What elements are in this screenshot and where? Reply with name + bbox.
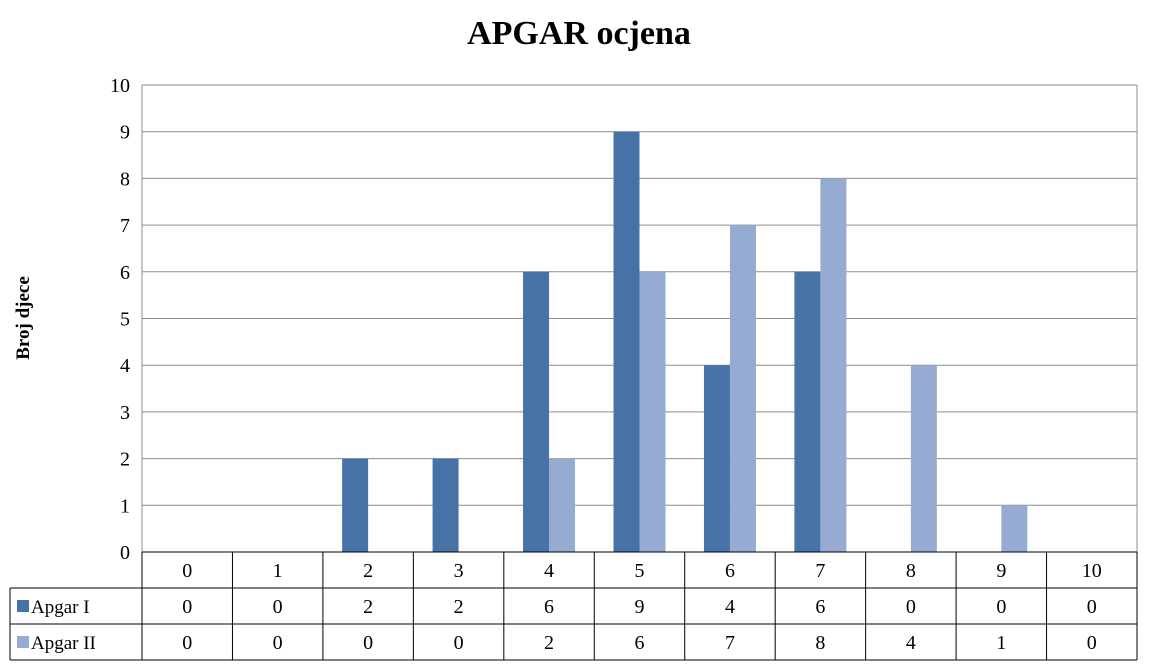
x-tick-label: 7 <box>815 560 825 582</box>
y-axis-label: Broj djece <box>13 276 34 360</box>
bar-apgar-ii-6 <box>729 225 756 552</box>
bar-apgar-i-5 <box>613 131 640 552</box>
table-cell-value: 9 <box>635 596 645 618</box>
legend-label: Apgar I <box>31 597 90 618</box>
bar-apgar-ii-7 <box>820 178 847 552</box>
table-cell-value: 7 <box>725 632 735 654</box>
x-tick-label: 4 <box>544 560 554 582</box>
x-tick-label: 2 <box>363 560 373 582</box>
table-cell-value: 4 <box>906 632 916 654</box>
y-axis-ticks: 0 1 2 3 4 5 6 7 8 9 10 <box>110 75 130 564</box>
table-cell-value: 8 <box>815 632 825 654</box>
y-tick-label: 4 <box>120 355 130 377</box>
x-tick-label: 3 <box>454 560 464 582</box>
y-tick-label: 10 <box>110 75 130 97</box>
table-cell-value: 6 <box>544 596 554 618</box>
y-tick-label: 5 <box>120 309 130 331</box>
bar-apgar-ii-8 <box>910 365 937 552</box>
x-tick-label: 9 <box>996 560 1006 582</box>
y-tick-label: 6 <box>120 262 130 284</box>
y-tick-label: 8 <box>120 168 130 190</box>
table-cell-value: 6 <box>815 596 825 618</box>
y-tick-label: 3 <box>120 402 130 424</box>
bar-apgar-ii-5 <box>639 271 666 552</box>
x-tick-label: 1 <box>273 560 283 582</box>
bar-apgar-i-4 <box>523 271 550 552</box>
y-tick-label: 2 <box>120 449 130 471</box>
bar-apgar-i-2 <box>342 458 369 552</box>
x-tick-label: 5 <box>635 560 645 582</box>
table-cell-value: 0 <box>182 596 192 618</box>
bar-apgar-i-6 <box>703 365 730 552</box>
x-tick-label: 8 <box>906 560 916 582</box>
x-tick-label: 10 <box>1082 560 1102 582</box>
bar-apgar-ii-4 <box>549 458 576 552</box>
bar-apgar-i-3 <box>432 458 459 552</box>
y-tick-label: 1 <box>120 495 130 517</box>
table-cell-value: 1 <box>996 632 1006 654</box>
table-cell-value: 0 <box>1087 632 1097 654</box>
table-cell-value: 0 <box>363 632 373 654</box>
legend-label: Apgar II <box>31 633 96 654</box>
y-tick-label: 0 <box>120 542 130 564</box>
x-tick-label: 0 <box>182 560 192 582</box>
y-tick-label: 7 <box>120 215 130 237</box>
legend-swatch <box>17 636 29 648</box>
table-cell-value: 6 <box>635 632 645 654</box>
table-cell-value: 0 <box>273 596 283 618</box>
chart-title: APGAR ocjena <box>467 15 691 52</box>
bars <box>342 131 1028 552</box>
table-cell-value: 0 <box>906 596 916 618</box>
table-cell-value: 4 <box>725 596 735 618</box>
table-cell-value: 0 <box>1087 596 1097 618</box>
table-cell-value: 0 <box>182 632 192 654</box>
x-tick-label: 6 <box>725 560 735 582</box>
y-tick-label: 9 <box>120 122 130 144</box>
table-cell-value: 0 <box>273 632 283 654</box>
table-cell-value: 2 <box>544 632 554 654</box>
table-cell-value: 0 <box>996 596 1006 618</box>
table-cell-value: 0 <box>454 632 464 654</box>
bar-apgar-ii-9 <box>1001 505 1028 552</box>
legend-swatch <box>17 600 29 612</box>
table-cell-value: 2 <box>454 596 464 618</box>
bar-apgar-i-7 <box>794 271 821 552</box>
table-cell-value: 2 <box>363 596 373 618</box>
